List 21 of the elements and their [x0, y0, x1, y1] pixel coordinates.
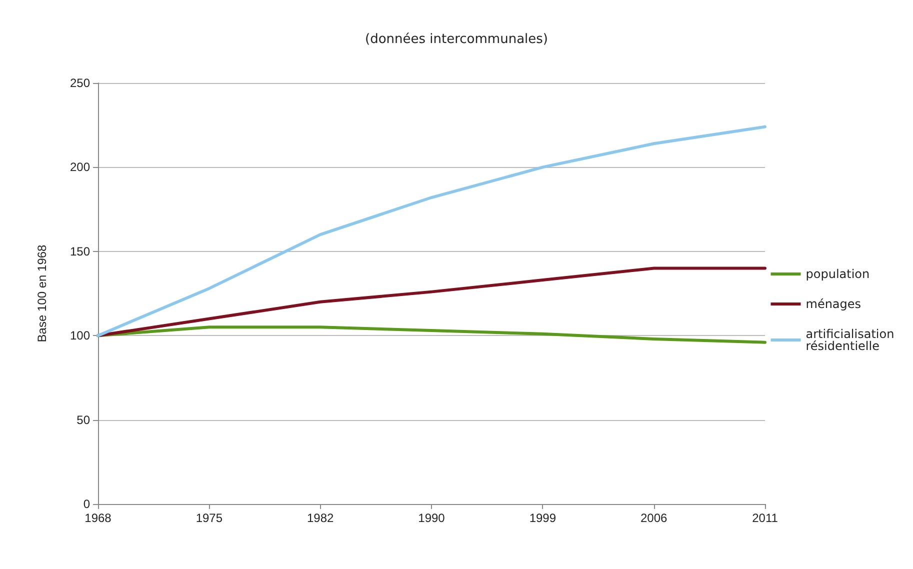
chart-title: (données intercommunales): [365, 32, 548, 47]
x-tick-label: 2006: [640, 511, 668, 525]
legend-label: population: [806, 267, 870, 281]
line-series: [96, 125, 766, 338]
x-tick-label: 1968: [84, 511, 112, 525]
line-series: [96, 326, 766, 344]
y-tick-label: 250: [70, 76, 90, 90]
x-tick-label: 1975: [196, 511, 223, 525]
x-tick-label: 1990: [418, 511, 446, 525]
legend-label: artificialisation résidentielle: [806, 327, 898, 353]
y-tick-label: 0: [83, 497, 90, 511]
x-tick-label: 1982: [306, 511, 334, 525]
y-tick-label: 100: [70, 328, 90, 343]
y-tick-label: 50: [76, 412, 90, 427]
line-series: [96, 266, 766, 338]
x-tick-label: 1999: [529, 511, 556, 525]
legend-label: ménages: [806, 297, 862, 311]
y-tick-label: 150: [70, 244, 90, 258]
y-tick-label: 200: [70, 160, 90, 174]
x-tick-label: 2011: [752, 511, 778, 525]
y-axis-title: Base 100 en 1968: [35, 244, 49, 342]
